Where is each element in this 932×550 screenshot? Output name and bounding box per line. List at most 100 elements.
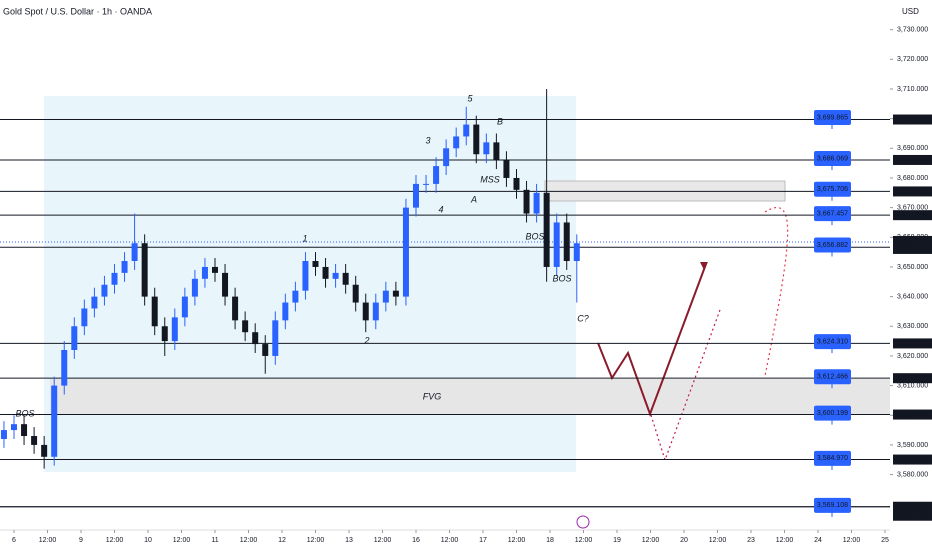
target-label: 3,612.466: [817, 374, 848, 381]
candle-body: [242, 320, 249, 333]
annotation: 3: [425, 135, 430, 145]
candle-body: [272, 320, 279, 356]
annotation: 1: [302, 233, 307, 243]
target-box: [814, 405, 851, 421]
annotation: MSS: [480, 174, 500, 184]
x-tick-label: 12:00: [240, 537, 258, 544]
annotation: A: [470, 194, 477, 204]
candle-body: [111, 272, 118, 285]
candle-body: [563, 222, 570, 262]
x-tick-label: 9: [79, 537, 83, 544]
candle-body: [211, 266, 218, 273]
candle-body: [71, 326, 78, 350]
annotation: C?: [577, 313, 589, 323]
alt-forecast-path: [650, 309, 721, 462]
candle-body: [402, 207, 409, 297]
target-label: 3,584.970: [817, 455, 848, 462]
candle-body: [191, 278, 198, 297]
candle-body: [322, 266, 329, 279]
target-box: [814, 206, 851, 222]
countdown: 23:26: [896, 246, 914, 253]
candle-body: [372, 302, 379, 321]
candle-body: [51, 385, 58, 457]
level-label: 3,612.499: [896, 375, 927, 382]
candle-body: [222, 272, 229, 297]
candle-body: [553, 222, 560, 267]
candle-body: [292, 290, 299, 303]
target-label: 3,667.457: [817, 211, 848, 218]
x-tick-label: 18: [546, 537, 554, 544]
candle-body: [201, 266, 208, 279]
level-label: 3,686.072: [896, 157, 927, 164]
candle-body: [91, 296, 98, 309]
target-box: [814, 369, 851, 385]
fvg-zone: [50, 379, 890, 415]
target-label: 3,569.108: [817, 502, 848, 509]
level-label: 3,569.159: [896, 513, 927, 520]
y-tick-label: 3,630.000: [897, 323, 928, 330]
level-label-box: [893, 338, 932, 349]
candle-body: [141, 243, 148, 297]
x-tick-label: 12: [278, 537, 286, 544]
level-label-box: [893, 510, 932, 521]
event-icon[interactable]: [576, 515, 590, 529]
target-box: [814, 334, 851, 350]
x-tick-label: 11: [211, 537, 218, 544]
candle-body: [533, 192, 540, 214]
level-label-box: [893, 409, 932, 420]
arrow-head: [700, 262, 708, 270]
candle-body: [423, 183, 430, 185]
candle-body: [232, 296, 239, 321]
annotation: 5: [467, 93, 473, 103]
level-label-box: [893, 454, 932, 465]
x-tick-label: 12:00: [39, 537, 57, 544]
candle-body: [262, 344, 269, 356]
plot: [0, 29, 893, 533]
candle-body: [503, 160, 510, 178]
annotation: 2: [363, 335, 369, 345]
target-label: 3,656.882: [817, 242, 848, 249]
target-label: 3,699.865: [817, 114, 848, 121]
x-tick-label: 12:00: [173, 537, 191, 544]
annotation: BOS: [552, 273, 571, 283]
candle-body: [443, 148, 450, 167]
x-tick-label: 25: [881, 537, 889, 544]
candle-body: [41, 444, 48, 457]
candle-body: [302, 261, 309, 291]
annotation: B: [497, 116, 503, 126]
candle-body: [453, 136, 460, 149]
x-tick-label: 13: [345, 537, 353, 544]
candle-body: [151, 296, 158, 327]
x-tick-label: 12:00: [642, 537, 660, 544]
candle-body: [31, 436, 38, 445]
x-tick-label: 12:00: [843, 537, 861, 544]
target-label: 3,686.069: [817, 155, 848, 162]
candle-body: [312, 261, 319, 267]
candle-body: [463, 124, 470, 137]
target-box: [814, 181, 851, 197]
annotation: 4: [438, 204, 443, 214]
candle-body: [0, 430, 7, 439]
y-tick-label: 3,710.000: [897, 86, 928, 93]
x-tick-label: 12:00: [106, 537, 124, 544]
forecast-path: [597, 263, 707, 417]
candle-body: [252, 332, 259, 345]
candle-body: [573, 243, 580, 262]
candle-body: [11, 424, 18, 431]
candle-body: [181, 296, 188, 318]
target-box: [814, 110, 851, 126]
level-label-box: [893, 114, 932, 125]
candle-body: [483, 142, 490, 155]
annotation: FVG: [423, 391, 442, 401]
level-label: 3,569.159: [896, 504, 927, 511]
x-tick-label: 6: [12, 537, 16, 544]
candle-body: [171, 317, 178, 342]
candle-body: [131, 243, 138, 262]
candle-body: [382, 290, 389, 303]
y-tick-label: 3,720.000: [897, 56, 928, 63]
annotation: BOS: [525, 231, 544, 241]
axis-unit: USD: [902, 7, 919, 16]
y-tick-label: 3,680.000: [897, 175, 928, 182]
candle-body: [342, 272, 349, 285]
candle-body: [101, 284, 108, 297]
